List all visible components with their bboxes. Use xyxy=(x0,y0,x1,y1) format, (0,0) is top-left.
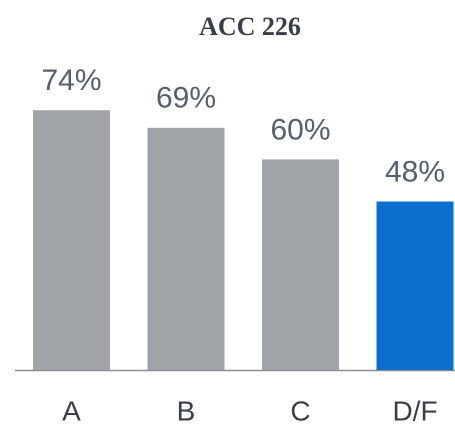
value-label: 69% xyxy=(156,82,216,115)
x-tick-label: C xyxy=(290,395,310,426)
x-tick-label: A xyxy=(62,395,81,426)
bar xyxy=(262,159,339,370)
chart-title: ACC 226 xyxy=(199,12,301,41)
bar xyxy=(147,127,225,370)
value-label: 74% xyxy=(41,64,101,97)
bar xyxy=(376,201,454,370)
value-label: 60% xyxy=(270,113,330,146)
x-tick-label: B xyxy=(177,395,196,426)
bar xyxy=(33,110,110,370)
value-label: 48% xyxy=(385,155,445,188)
x-tick-label: D/F xyxy=(392,395,437,426)
